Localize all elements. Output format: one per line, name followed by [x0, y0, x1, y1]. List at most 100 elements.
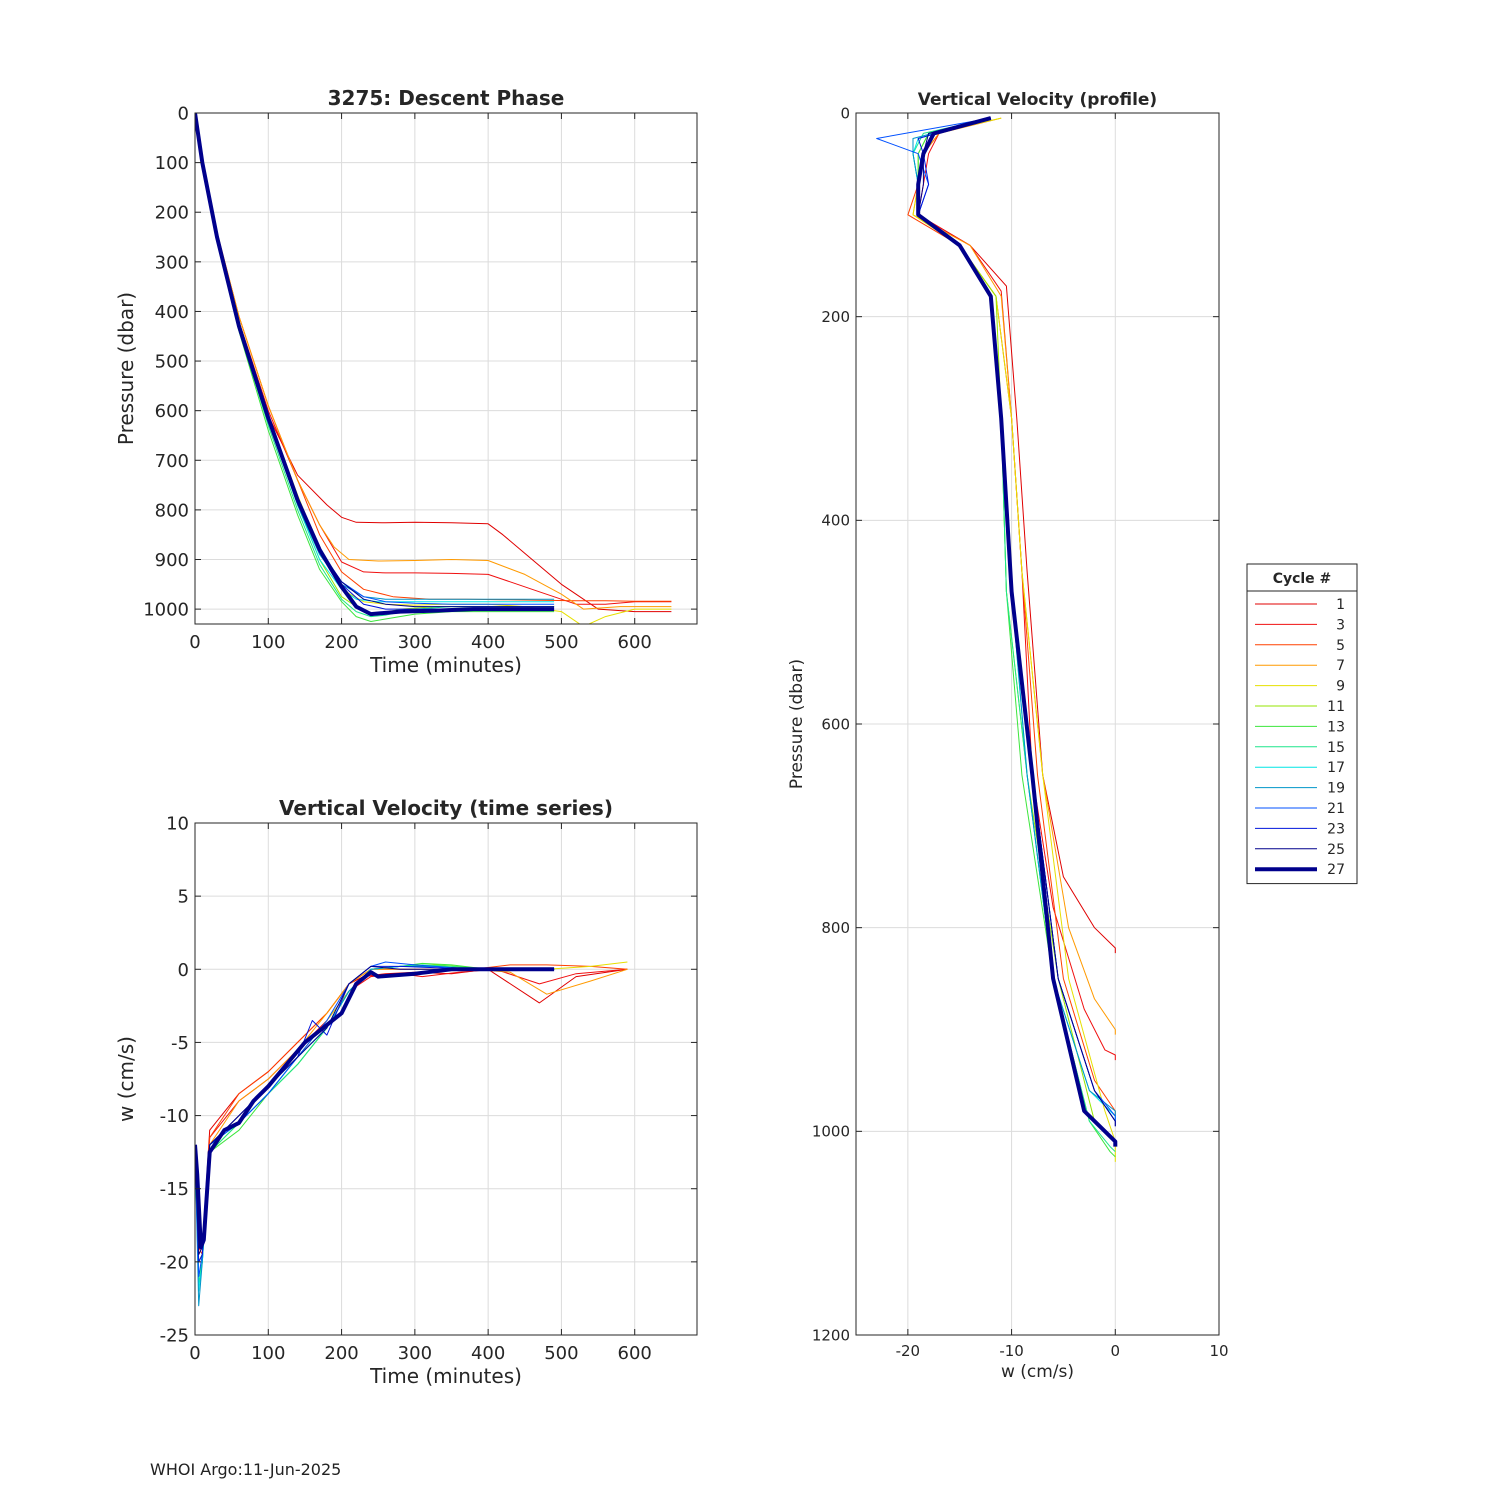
y-tick-label: 5: [178, 887, 189, 908]
y-tick-label: -5: [171, 1033, 189, 1054]
y-axis-label: Pressure (dbar): [787, 659, 807, 789]
legend-label: 27: [1327, 862, 1345, 878]
y-tick-label: 800: [821, 919, 850, 937]
legend-label: 19: [1327, 781, 1345, 797]
legend-item: 25: [1255, 842, 1345, 858]
y-tick-label: -10: [160, 1106, 189, 1127]
x-tick-label: 100: [251, 632, 285, 653]
y-tick-label: 200: [155, 203, 189, 224]
axes-frame: [194, 112, 698, 625]
y-axis-label: Pressure (dbar): [114, 292, 138, 445]
x-tick-label: -20: [896, 1342, 921, 1360]
y-tick-label: 400: [155, 302, 189, 323]
legend-label: 23: [1327, 821, 1345, 837]
legend-label: 11: [1327, 699, 1345, 715]
legend-item: 19: [1255, 781, 1345, 797]
x-tick-label: -10: [999, 1342, 1024, 1360]
footer-label: WHOI Argo:11-Jun-2025: [150, 1460, 342, 1479]
x-tick-label: 100: [251, 1343, 285, 1364]
legend-label: 7: [1336, 658, 1345, 674]
legend-item: 15: [1255, 740, 1345, 756]
series-line-cycle-27: [195, 967, 555, 1250]
y-tick-label: 900: [155, 550, 189, 571]
vertical-velocity-time-series-chart: 0 100 200 300 400 500 600 -25 -20 -15 -10 -5 0 5 10 Ver…: [114, 796, 698, 1388]
y-tick-label: 500: [155, 352, 189, 373]
y-tick-label: 800: [155, 500, 189, 521]
plot-area: [195, 113, 697, 624]
x-tick-label: 600: [618, 632, 652, 653]
y-tick-label: 600: [821, 715, 850, 733]
plot-area: [195, 823, 697, 1335]
legend-item: 9: [1255, 679, 1345, 695]
series-line-cycle-7: [195, 113, 672, 610]
y-tick-label: -15: [160, 1179, 189, 1200]
x-tick-label: 500: [544, 632, 578, 653]
legend-item: 13: [1255, 719, 1345, 735]
series-group: [195, 113, 672, 624]
legend-item: 3: [1255, 617, 1345, 633]
legend-label: 15: [1327, 740, 1345, 756]
legend-label: 25: [1327, 842, 1345, 858]
x-tick-label: 300: [398, 1343, 432, 1364]
x-tick-label: 400: [471, 632, 505, 653]
y-tick-label: 100: [155, 153, 189, 174]
series-line-cycle-27: [195, 113, 555, 617]
axes-frame: [194, 822, 698, 1336]
series-group: [195, 961, 628, 1307]
y-tick-label: 0: [178, 960, 189, 981]
series-group: [876, 116, 1118, 1162]
legend-item: 27: [1255, 862, 1345, 878]
x-tick-label: 0: [189, 1343, 200, 1364]
legend-label: 13: [1327, 719, 1345, 735]
legend-title: Cycle #: [1273, 571, 1332, 587]
legend-item: 5: [1255, 638, 1345, 654]
y-tick-label: 700: [155, 451, 189, 472]
x-tick-label: 10: [1209, 1342, 1228, 1360]
chart-title: Vertical Velocity (time series): [279, 796, 613, 820]
x-tick-label: 300: [398, 632, 432, 653]
legend-item: 17: [1255, 760, 1345, 776]
legend-item: 23: [1255, 821, 1345, 837]
y-tick-label: 1000: [812, 1123, 850, 1141]
y-tick-label: -25: [160, 1325, 189, 1346]
series-line-cycle-27: [916, 116, 1118, 1147]
grid: [856, 112, 1220, 1336]
legend-item: 11: [1255, 699, 1345, 715]
chart-title: Vertical Velocity (profile): [918, 90, 1157, 110]
x-tick-label: 400: [471, 1343, 505, 1364]
x-tick-label: 200: [324, 632, 358, 653]
y-tick-label: 200: [821, 308, 850, 326]
y-tick-label: 0: [178, 103, 189, 124]
legend-label: 1: [1336, 597, 1345, 613]
chart-title: 3275: Descent Phase: [328, 86, 565, 110]
legend-label: 5: [1336, 638, 1345, 654]
y-tick-label: 0: [840, 104, 850, 122]
y-tick-label: 1200: [812, 1326, 850, 1344]
legend-box: [1246, 563, 1358, 885]
y-tick-label: 1000: [143, 600, 189, 621]
legend-item: 21: [1255, 801, 1345, 817]
x-tick-label: 0: [189, 632, 200, 653]
x-tick-label: 200: [324, 1343, 358, 1364]
legend-label: 9: [1336, 679, 1345, 695]
y-tick-label: 300: [155, 252, 189, 273]
legend-label: 21: [1327, 801, 1345, 817]
x-axis-label: Time (minutes): [369, 653, 522, 677]
x-tick-label: 500: [544, 1343, 578, 1364]
x-tick-label: 0: [1111, 1342, 1121, 1360]
legend-label: 3: [1336, 617, 1345, 633]
y-tick-label: 400: [821, 512, 850, 530]
legend-item: 1: [1255, 597, 1345, 613]
legend-label: 17: [1327, 760, 1345, 776]
legend-item: 7: [1255, 658, 1345, 674]
y-tick-label: 600: [155, 401, 189, 422]
y-axis-label: w (cm/s): [114, 1036, 138, 1122]
descent-phase-chart: 0 100 200 300 400 500 600 0 100 200 300 400 500 600 70…: [114, 86, 698, 677]
y-tick-label: 10: [166, 813, 189, 834]
x-axis-label: w (cm/s): [1001, 1362, 1074, 1382]
x-tick-label: 600: [618, 1343, 652, 1364]
y-tick-label: -20: [160, 1252, 189, 1273]
